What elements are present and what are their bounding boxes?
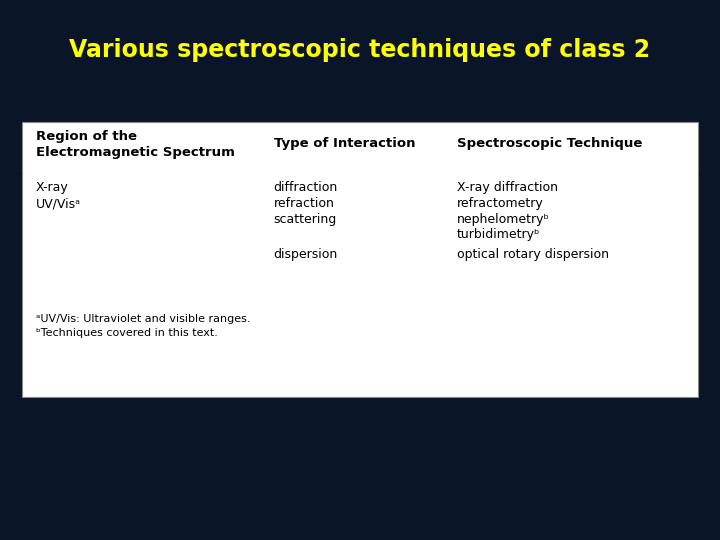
- Text: Type of Interaction: Type of Interaction: [274, 137, 415, 150]
- Text: optical rotary dispersion: optical rotary dispersion: [457, 248, 609, 261]
- Text: ᵃUV/Vis: Ultraviolet and visible ranges.: ᵃUV/Vis: Ultraviolet and visible ranges.: [36, 314, 251, 325]
- Text: refraction: refraction: [274, 197, 335, 210]
- Text: diffraction: diffraction: [274, 181, 338, 194]
- Text: ᵇTechniques covered in this text.: ᵇTechniques covered in this text.: [36, 328, 218, 339]
- Text: Spectroscopic Technique: Spectroscopic Technique: [457, 137, 642, 150]
- Text: refractometry: refractometry: [457, 197, 544, 210]
- Text: X-ray diffraction: X-ray diffraction: [457, 181, 558, 194]
- Text: scattering: scattering: [274, 213, 337, 226]
- Text: dispersion: dispersion: [274, 248, 338, 261]
- Text: X-ray: X-ray: [36, 181, 68, 194]
- Text: nephelometryᵇ: nephelometryᵇ: [457, 213, 550, 226]
- Text: UV/Visᵃ: UV/Visᵃ: [36, 197, 81, 210]
- Text: turbidimetryᵇ: turbidimetryᵇ: [457, 228, 541, 241]
- Text: Various spectroscopic techniques of class 2: Various spectroscopic techniques of clas…: [69, 38, 651, 62]
- Text: Region of the
Electromagnetic Spectrum: Region of the Electromagnetic Spectrum: [36, 130, 235, 159]
